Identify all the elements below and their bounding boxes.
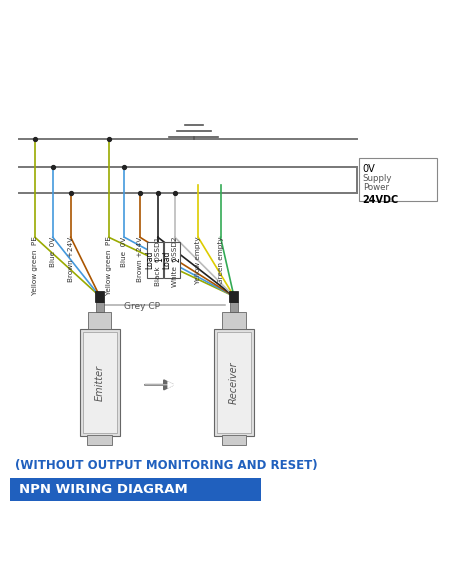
Text: 0V: 0V (363, 164, 375, 174)
Bar (230, 291, 238, 302)
Text: Blue  0V: Blue 0V (122, 236, 127, 267)
Text: Blue  0V: Blue 0V (50, 236, 56, 267)
Text: (WITHOUT OUTPUT MONITORING AND RESET): (WITHOUT OUTPUT MONITORING AND RESET) (15, 459, 317, 472)
Text: Supply: Supply (363, 174, 392, 183)
Bar (10, 478, 261, 501)
Text: Black  OSSD1: Black OSSD1 (155, 236, 161, 285)
Bar (164, 242, 180, 277)
Text: Brown +24V: Brown +24V (68, 236, 74, 281)
Text: Load
2: Load 2 (162, 250, 181, 269)
Bar (222, 312, 246, 329)
Text: Power: Power (363, 183, 389, 192)
Bar (83, 332, 117, 433)
Text: Yellow green  PE: Yellow green PE (32, 236, 38, 296)
Bar (87, 435, 112, 445)
Bar (222, 435, 246, 445)
Bar (147, 242, 163, 277)
Text: Yellow empty: Yellow empty (195, 236, 201, 284)
Bar (88, 312, 112, 329)
Bar (230, 302, 238, 312)
Text: Emitter: Emitter (95, 364, 105, 400)
Bar (359, 158, 437, 201)
Text: Brown +24V: Brown +24V (137, 236, 143, 281)
Text: Yellow green  PE: Yellow green PE (106, 236, 112, 296)
Bar (96, 302, 104, 312)
Text: Green empty: Green empty (217, 236, 224, 284)
Text: White  OSSD2: White OSSD2 (172, 236, 178, 287)
Text: Receiver: Receiver (229, 362, 239, 404)
Text: Load
1: Load 1 (145, 250, 165, 269)
Bar (80, 329, 120, 437)
Text: NPN WIRING DIAGRAM: NPN WIRING DIAGRAM (19, 483, 188, 496)
Bar (217, 332, 251, 433)
Text: 24VDC: 24VDC (363, 195, 399, 205)
Bar (95, 291, 104, 302)
Text: Grey CP: Grey CP (124, 302, 160, 311)
Bar (214, 329, 254, 437)
